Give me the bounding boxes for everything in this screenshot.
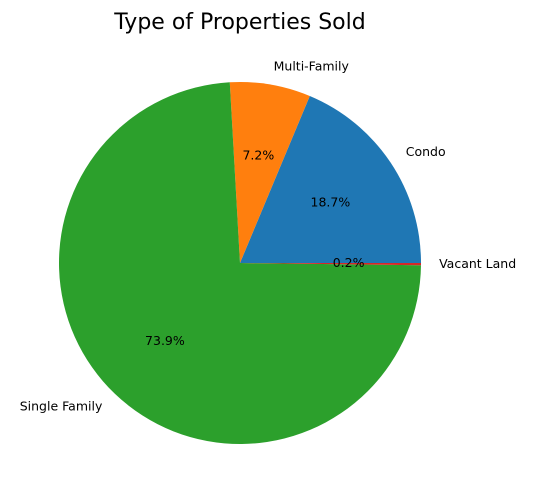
label-single-family: Single Family [20, 398, 103, 413]
pct-single-family: 73.9% [145, 333, 185, 348]
slice-condo [240, 95, 421, 263]
slice-single-family [59, 82, 421, 445]
label-multi-family: Multi-Family [274, 58, 350, 73]
pie-slices [59, 82, 421, 445]
pct-multi-family: 7.2% [242, 147, 274, 162]
label-condo: Condo [406, 144, 446, 159]
slice-vacant-land [240, 263, 421, 266]
chart-title: Type of Properties Sold [113, 10, 365, 35]
slice-multi-family [229, 82, 310, 263]
label-vacant-land: Vacant Land [439, 256, 516, 271]
pct-condo: 18.7% [311, 194, 351, 209]
pct-vacant-land: 0.2% [333, 255, 365, 270]
pie-labels: Condo 18.7% Multi-Family 7.2% Single Family 7… [20, 58, 516, 413]
